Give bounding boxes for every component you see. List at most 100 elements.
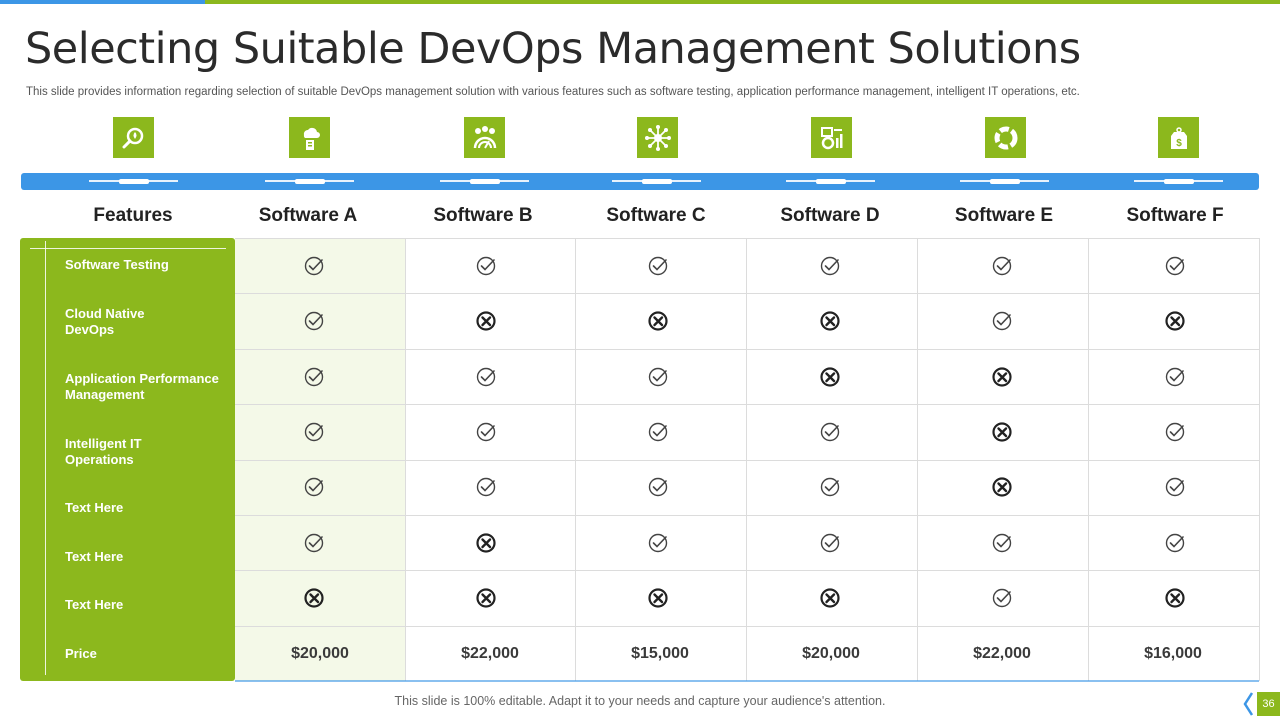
price-software-e: $22,000 (973, 645, 1031, 662)
grid-line (235, 460, 1259, 461)
check-icon (648, 422, 668, 442)
cross-icon (648, 311, 668, 331)
check-icon (304, 256, 324, 276)
check-icon (648, 477, 668, 497)
grid-line (235, 238, 1259, 239)
feature-label-application-performance-management: Application Performance Management (65, 371, 219, 402)
check-icon (648, 256, 668, 276)
check-icon (304, 311, 324, 331)
cross-icon (648, 588, 668, 608)
check-icon (304, 533, 324, 553)
feature-label-text-here: Text Here (65, 549, 124, 564)
header-bar-dash (440, 178, 529, 184)
slide-subtitle: This slide provides information regardin… (26, 86, 1080, 98)
header-bar-dash (265, 178, 354, 184)
check-icon (992, 311, 1012, 331)
price-tag-icon: $ (1158, 117, 1199, 158)
grid-line (235, 515, 1259, 516)
grid-line (1259, 238, 1260, 681)
grid-line (405, 238, 406, 681)
header-bar-dash (960, 178, 1049, 184)
top-accent-blue-segment (0, 0, 205, 4)
network-hub-icon (637, 117, 678, 158)
cross-icon (992, 367, 1012, 387)
cross-icon (304, 588, 324, 608)
feature-label-text-here: Text Here (65, 597, 124, 612)
header-bar-dash (786, 178, 875, 184)
magnifier-icon (113, 117, 154, 158)
features-column-header: Features (93, 205, 173, 226)
grid-line (235, 626, 1259, 627)
check-icon (1165, 477, 1185, 497)
price-software-f: $16,000 (1144, 645, 1202, 662)
column-header-software-c: Software C (606, 205, 706, 226)
grid-line (746, 238, 747, 681)
feature-label-text-here: Text Here (65, 500, 124, 515)
column-header-software-d: Software D (780, 205, 880, 226)
check-icon (304, 367, 324, 387)
check-icon (304, 422, 324, 442)
price-software-c: $15,000 (631, 645, 689, 662)
slide-title: Selecting Suitable DevOps Management Sol… (25, 24, 1081, 74)
header-bar-dash (612, 178, 701, 184)
check-icon (992, 588, 1012, 608)
check-icon (1165, 256, 1185, 276)
cross-icon (820, 311, 840, 331)
price-software-a: $20,000 (291, 645, 349, 662)
cross-icon (1165, 588, 1185, 608)
footer-note: This slide is 100% editable. Adapt it to… (394, 694, 886, 708)
page-number: 36 (1257, 692, 1280, 716)
grid-line (1088, 238, 1089, 681)
grid-line (917, 238, 918, 681)
check-icon (476, 477, 496, 497)
grid-line (235, 570, 1259, 571)
check-icon (820, 477, 840, 497)
feature-label-intelligent-it-operations: Intelligent IT Operations (65, 436, 142, 467)
feature-label-price: Price (65, 646, 97, 661)
cross-icon (992, 422, 1012, 442)
grid-line (235, 404, 1259, 405)
cross-icon (820, 367, 840, 387)
check-icon (992, 533, 1012, 553)
price-software-b: $22,000 (461, 645, 519, 662)
check-icon (476, 422, 496, 442)
cross-icon (476, 533, 496, 553)
check-icon (820, 422, 840, 442)
column-header-software-e: Software E (954, 205, 1054, 226)
column-header-software-a: Software A (258, 205, 358, 226)
table-bottom-line (235, 680, 1259, 682)
grid-line (575, 238, 576, 681)
check-icon (476, 367, 496, 387)
check-icon (820, 256, 840, 276)
software-a-highlight-column (235, 238, 405, 681)
cross-icon (476, 311, 496, 331)
features-panel: Software Testing Cloud Native DevOps App… (20, 238, 235, 681)
grid-line (235, 349, 1259, 350)
feature-label-software-testing: Software Testing (65, 257, 169, 272)
cross-icon (1165, 311, 1185, 331)
check-icon (820, 533, 840, 553)
cross-icon (820, 588, 840, 608)
check-icon (1165, 533, 1185, 553)
cloud-server-icon (289, 117, 330, 158)
column-header-software-b: Software B (433, 205, 533, 226)
tools-chart-icon (811, 117, 852, 158)
price-software-d: $20,000 (802, 645, 860, 662)
check-icon (1165, 367, 1185, 387)
check-icon (1165, 422, 1185, 442)
cross-icon (476, 588, 496, 608)
check-icon (304, 477, 324, 497)
top-accent-bar (0, 0, 1280, 4)
svg-text:$: $ (1176, 138, 1182, 149)
chevron-left-icon[interactable] (1241, 691, 1255, 717)
header-bar-dash (89, 178, 178, 184)
grid-line (235, 293, 1259, 294)
check-icon (648, 533, 668, 553)
gears-dashboard-icon (464, 117, 505, 158)
check-icon (476, 256, 496, 276)
column-header-software-f: Software F (1126, 205, 1224, 226)
feature-label-cloud-native-devops: Cloud Native DevOps (65, 306, 145, 337)
check-icon (992, 256, 1012, 276)
refresh-cycle-icon (985, 117, 1026, 158)
cross-icon (992, 477, 1012, 497)
